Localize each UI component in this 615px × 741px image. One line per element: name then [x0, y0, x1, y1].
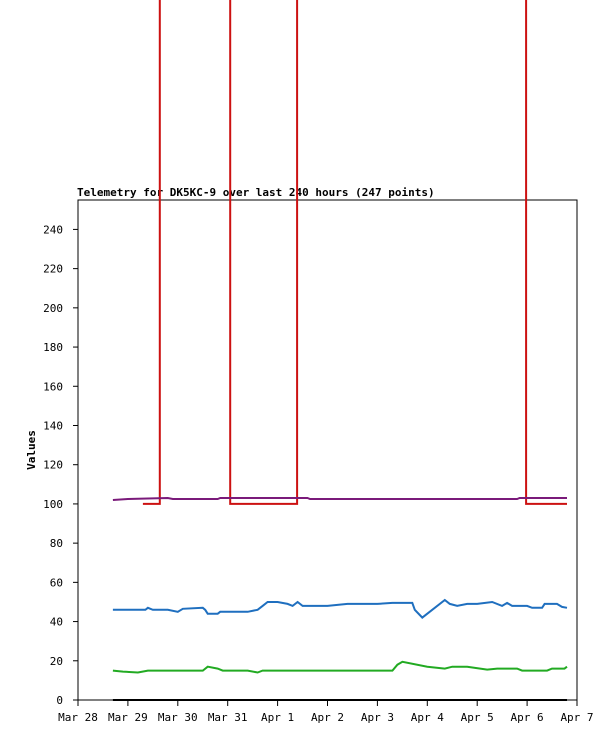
plot-frame	[77, 199, 578, 701]
x-tick-label: Apr 3	[361, 711, 394, 724]
x-tick-label: Apr 6	[511, 711, 544, 724]
x-tick-label: Apr 2	[311, 711, 344, 724]
y-tick-label: 120	[43, 459, 63, 472]
y-tick-label: 180	[43, 341, 63, 354]
y-tick-label: 20	[50, 655, 63, 668]
y-tick-label: 100	[43, 498, 63, 511]
y-tick-label: 220	[43, 263, 63, 276]
y-tick-label: 0	[56, 694, 63, 707]
y-tick-label: 60	[50, 576, 63, 589]
series-line	[112, 660, 568, 674]
x-tick-label: Apr 4	[411, 711, 444, 724]
x-tick-label: Mar 29	[108, 711, 148, 724]
x-tick-label: Mar 31	[208, 711, 248, 724]
y-tick-label: 80	[50, 537, 63, 550]
series-line	[112, 496, 567, 501]
x-tick-label: Mar 28	[58, 711, 98, 724]
y-tick-label: 40	[50, 616, 63, 629]
y-axis-label: Values	[25, 430, 38, 470]
series-line	[112, 598, 568, 619]
y-tick-label: 200	[43, 302, 63, 315]
y-tick-label: 140	[43, 419, 63, 432]
chart-title: Telemetry for DK5KC-9 over last 240 hour…	[77, 186, 435, 199]
y-tick-label: 240	[43, 223, 63, 236]
series-line	[142, 0, 567, 505]
x-tick-label: Mar 30	[158, 711, 198, 724]
y-tick-label: 160	[43, 380, 63, 393]
x-tick-label: Apr 5	[461, 711, 494, 724]
x-tick-label: Apr 7	[560, 711, 593, 724]
x-tick-label: Apr 1	[261, 711, 294, 724]
